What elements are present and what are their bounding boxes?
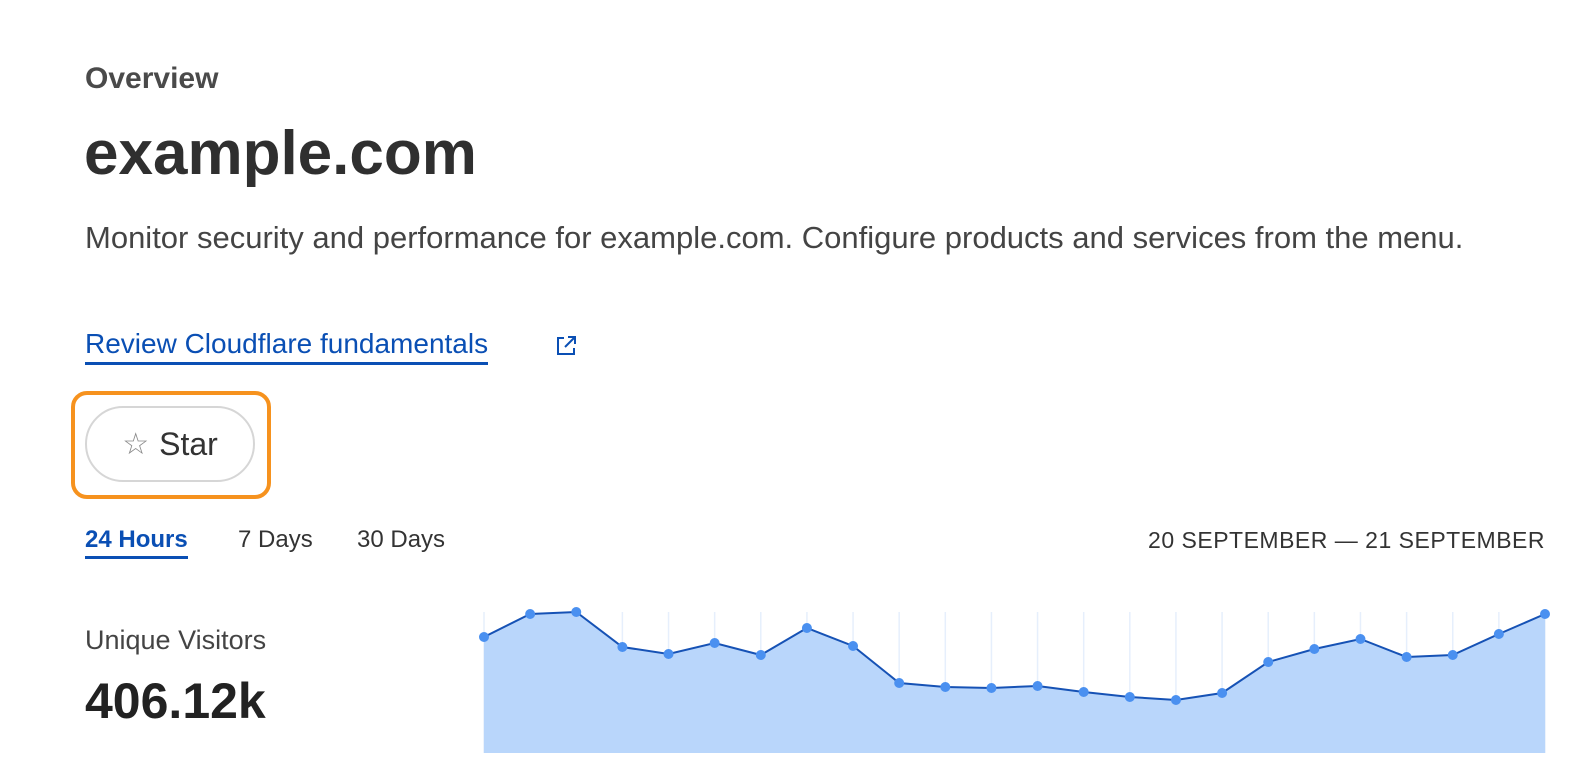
data-point (1217, 688, 1228, 698)
page-title: example.com (84, 119, 477, 188)
tab-24-hours[interactable]: 24 Hours (85, 526, 188, 559)
data-point (1078, 687, 1089, 697)
data-point (1124, 692, 1135, 702)
data-point (986, 683, 997, 693)
data-point (663, 649, 674, 659)
metric-value: 406.12k (85, 673, 266, 729)
data-point (1263, 657, 1274, 667)
area-fill (484, 612, 1545, 753)
review-fundamentals-link[interactable]: Review Cloudflare fundamentals (85, 328, 489, 365)
page-description: Monitor security and performance for exa… (85, 220, 1464, 255)
series-line (483, 610, 1546, 702)
data-point (617, 642, 628, 652)
star-button-label: Star (159, 425, 218, 462)
star-outline-icon: ☆ (122, 427, 150, 461)
metric-label: Unique Visitors (85, 625, 267, 655)
data-point (1447, 650, 1458, 660)
tab-30-days[interactable]: 30 Days (357, 526, 446, 553)
data-point (1355, 634, 1366, 644)
external-link-icon[interactable] (554, 334, 578, 358)
data-point (1170, 695, 1181, 705)
data-point (525, 609, 536, 619)
page-eyebrow: Overview (85, 62, 219, 95)
data-point (894, 678, 905, 688)
tab-7-days[interactable]: 7 Days (238, 526, 313, 553)
star-button[interactable]: ☆ Star (85, 406, 255, 482)
data-point (755, 650, 766, 660)
data-point (571, 607, 582, 617)
data-point (848, 641, 859, 651)
data-point (1032, 681, 1043, 691)
data-point (1401, 652, 1412, 662)
focus-ring (71, 391, 271, 499)
data-point (1540, 609, 1550, 619)
data-point (709, 638, 720, 648)
data-point (801, 623, 812, 633)
date-range: 20 SEPTEMBER — 21 SEPTEMBER (1148, 527, 1545, 553)
data-point (1309, 644, 1320, 654)
data-point (479, 632, 489, 642)
data-point (940, 682, 951, 692)
data-point (1493, 629, 1504, 639)
